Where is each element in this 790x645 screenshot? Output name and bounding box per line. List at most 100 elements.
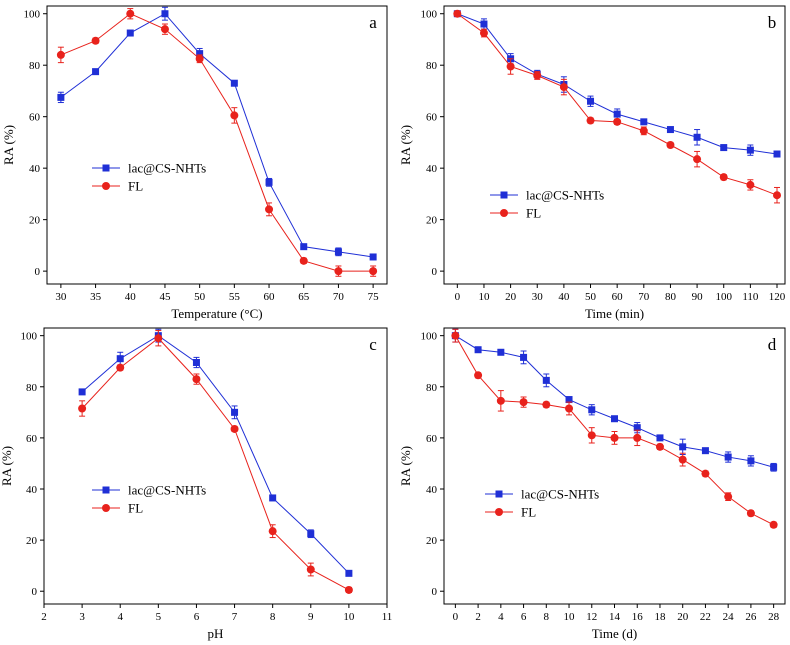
panel-a: 30 35 40 45 50 55 60 65 70 75 0 20 40 60 80 100 Temperat… (1, 5, 388, 321)
panel-d: 0 2 4 6 8 10 12 14 16 18 20 22 24 26 28020406080100Tim… (398, 327, 786, 641)
x-tick-label: 55 (229, 291, 241, 303)
data-point (56, 50, 65, 59)
series-line (457, 13, 778, 196)
series-lac-cs-nhts (453, 10, 781, 158)
series-fl (78, 330, 353, 594)
plot-frame (46, 5, 388, 285)
data-point (126, 9, 135, 18)
x-tick-label: 80 (665, 291, 677, 303)
y-tick-label: 0 (432, 266, 438, 278)
y-axis-label: RA (%) (0, 446, 14, 486)
data-point (268, 527, 277, 536)
data-point (116, 355, 124, 363)
data-point (231, 408, 239, 416)
series-lac-cs-nhts (451, 328, 778, 472)
y-tick-label: 80 (26, 382, 38, 394)
y-tick-label: 40 (26, 484, 38, 496)
plot-frame (443, 5, 786, 285)
data-point (565, 404, 574, 413)
data-point (230, 111, 239, 120)
data-point (160, 25, 169, 34)
data-point (586, 116, 595, 125)
data-point (230, 424, 239, 433)
data-point (334, 267, 343, 276)
data-point (306, 565, 315, 574)
x-tick-label: 6 (194, 611, 200, 623)
legend-marker (102, 504, 110, 512)
x-tick-label: 0 (453, 611, 459, 623)
plot-frame (43, 327, 388, 605)
data-point (720, 144, 728, 152)
x-tick-label: 0 (455, 291, 461, 303)
x-tick-label: 10 (478, 291, 490, 303)
data-point (746, 146, 754, 154)
data-point (196, 50, 204, 58)
x-tick-label: 70 (333, 291, 345, 303)
legend: lac@CS-NHTs FL (92, 483, 206, 516)
series-line (60, 13, 374, 272)
legend-label: FL (128, 179, 143, 194)
data-point (724, 453, 732, 461)
data-point (542, 376, 550, 384)
data-point (230, 79, 238, 87)
x-tick-label: 8 (270, 611, 276, 623)
x-tick-label: 26 (745, 611, 757, 623)
x-tick-label: 28 (768, 611, 780, 623)
data-point (611, 415, 618, 423)
y-tick-label: 0 (32, 586, 38, 598)
data-point (300, 243, 308, 251)
x-tick-label: 50 (585, 291, 597, 303)
x-tick-label: 22 (700, 611, 711, 623)
y-tick-label: 20 (426, 535, 438, 547)
legend-marker (102, 486, 110, 494)
series-fl (451, 328, 778, 529)
data-point (344, 585, 353, 594)
y-tick-label: 100 (421, 9, 438, 21)
data-point (542, 400, 551, 409)
x-tick-label: 40 (125, 291, 137, 303)
data-point (91, 36, 100, 45)
x-tick-label: 4 (498, 611, 504, 623)
data-point (559, 83, 568, 92)
data-point (656, 434, 664, 442)
data-point (345, 569, 353, 577)
legend-marker (495, 490, 503, 498)
data-point (192, 359, 200, 366)
data-point (693, 133, 701, 141)
legend-marker (102, 182, 110, 190)
data-point (479, 29, 488, 38)
x-tick-label: 6 (521, 611, 527, 623)
data-point (506, 62, 515, 71)
data-point (565, 396, 573, 404)
legend-marker (102, 164, 110, 172)
x-tick-label: 30 (532, 291, 544, 303)
data-point (747, 457, 755, 465)
data-point (334, 248, 342, 256)
data-point (92, 68, 100, 76)
data-point (613, 117, 622, 126)
plot-frame (443, 327, 786, 605)
y-tick-label: 80 (426, 60, 438, 72)
x-axis-label: pH (208, 626, 224, 641)
x-tick-label: 60 (264, 291, 276, 303)
y-axis-label: RA (%) (398, 446, 413, 486)
x-tick-label: 11 (382, 611, 393, 623)
x-tick-label: 2 (475, 611, 481, 623)
legend-label: lac@CS-NHTs (526, 188, 604, 203)
data-point (451, 331, 460, 340)
x-tick-label: 120 (769, 291, 786, 303)
data-point (57, 93, 65, 101)
y-tick-label: 40 (29, 163, 41, 175)
legend-marker (495, 508, 503, 516)
x-tick-label: 35 (90, 291, 102, 303)
panel-letter: c (369, 335, 377, 354)
data-point (154, 334, 163, 343)
data-point (195, 54, 204, 63)
x-tick-label: 75 (368, 291, 380, 303)
y-tick-label: 100 (421, 331, 438, 343)
y-tick-label: 20 (426, 215, 438, 227)
data-point (496, 396, 505, 405)
data-point (770, 463, 778, 471)
data-point (587, 97, 595, 105)
